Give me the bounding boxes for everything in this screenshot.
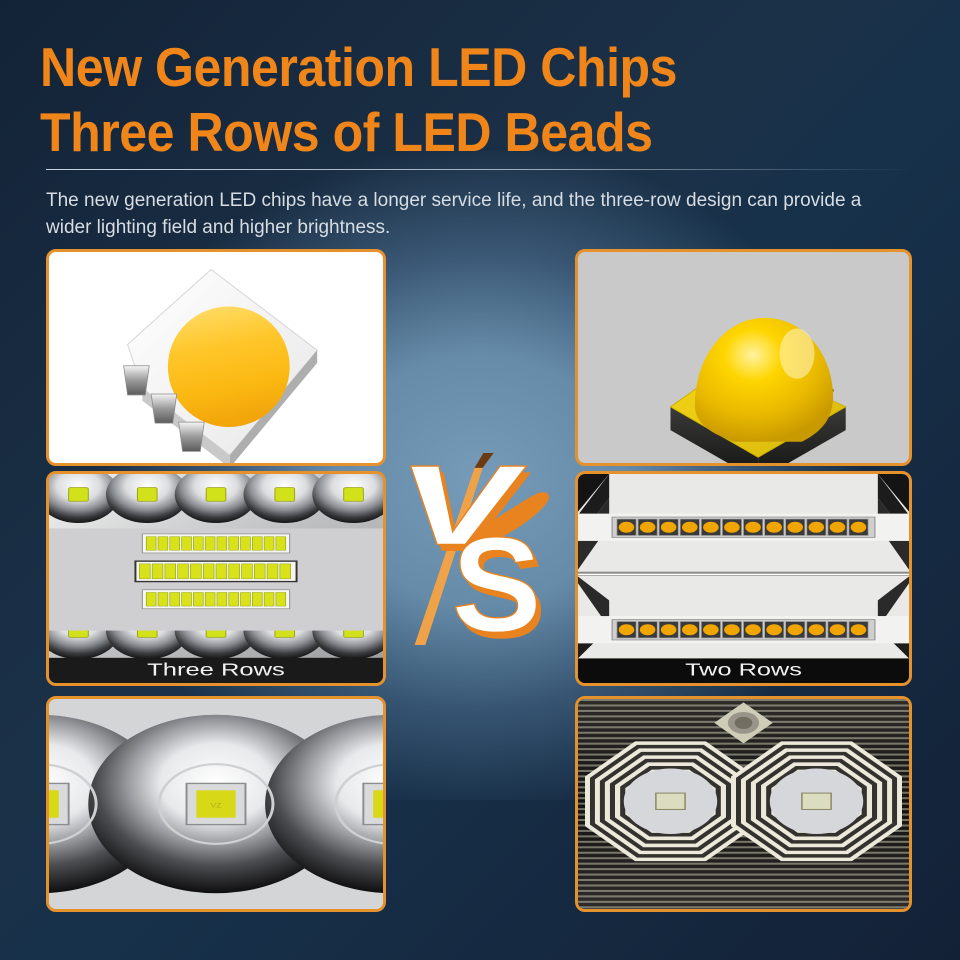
svg-text:Three Rows: Three Rows: [147, 659, 285, 679]
svg-text:S: S: [452, 509, 542, 645]
svg-text:VZ: VZ: [210, 802, 222, 809]
svg-text:Two Rows: Two Rows: [685, 659, 802, 679]
